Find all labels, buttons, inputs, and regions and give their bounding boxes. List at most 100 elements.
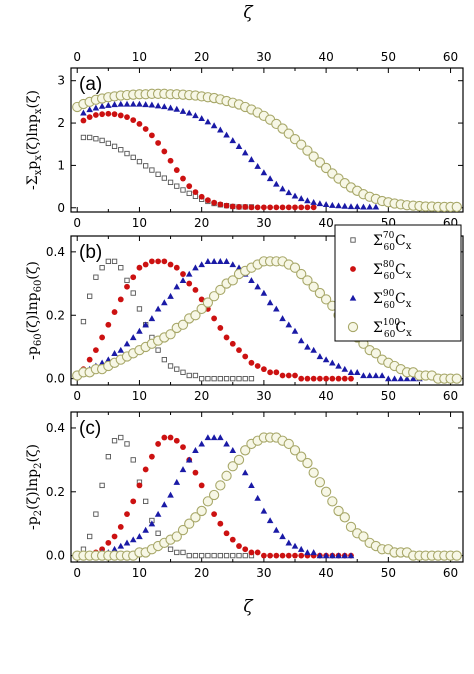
legend-subscript: 60: [384, 301, 396, 311]
panel-1-xtick-label: 0: [73, 389, 81, 403]
panel-2-label: (c): [79, 418, 101, 439]
panel-1-s80-point: [279, 372, 286, 379]
panel-0-s90-point: [372, 203, 380, 210]
panel-2-s70-point: [93, 511, 99, 517]
panel-0-ylabel: -Σxpx(ζ)lnpx(ζ): [25, 90, 44, 190]
panel-2-s80-point: [217, 520, 224, 527]
panel-2-s100-point: [320, 486, 332, 497]
legend-superscript: 90: [383, 289, 395, 299]
panel-2-s90-point: [217, 434, 224, 441]
panel-1-s90-point: [366, 372, 373, 379]
panel-2-s90-point: [316, 552, 324, 559]
panel-0-s90-point: [217, 126, 224, 133]
panel-1-frame: [70, 235, 464, 386]
panel-1-s70-point: [180, 369, 186, 375]
panel-2-s90-point: [260, 507, 268, 514]
panel-2-s80-point: [111, 533, 118, 540]
legend-marker-80: [350, 266, 356, 272]
panel-2-s90-point: [254, 494, 261, 501]
panel-0-s80-point: [180, 175, 186, 182]
panel-1-s70-point: [93, 274, 99, 280]
panel-0-frame: [70, 67, 464, 213]
panel-2-s80-point: [223, 530, 230, 537]
panel-1-s90-point: [316, 353, 324, 360]
panel-2-s100-point: [289, 445, 301, 456]
panel-1-ytick-label: 0.0: [46, 372, 65, 386]
panel-1-s100-point: [208, 291, 220, 302]
panel-0-s80-point: [298, 204, 305, 211]
legend-c: C: [395, 262, 406, 278]
panel-2-s80-point: [273, 552, 280, 559]
panel-1-s90-point: [273, 305, 280, 312]
ylabel-text: (ζ): [25, 261, 41, 280]
panel-2-s70-point: [99, 482, 105, 489]
panel-2-s70-point: [111, 438, 118, 444]
panel-0-s70-point: [186, 190, 192, 197]
legend-subscript: 60: [384, 330, 396, 340]
panel-2-xtick-label: 10: [132, 566, 147, 580]
panel-0-s90-point: [260, 169, 268, 176]
panel-2-s80-point: [229, 536, 236, 543]
ylabel-subscript: x: [33, 108, 44, 114]
legend-c: C: [395, 291, 406, 307]
panel-1-s80-point: [285, 372, 292, 379]
panel-0-s90-point: [192, 112, 199, 119]
panel-1-s90-point: [129, 334, 137, 341]
panel-1-s80-point: [186, 280, 193, 287]
panel-2-s100-point: [358, 531, 369, 542]
panel-1-xtick-label: 20: [194, 389, 209, 403]
panel-0-s90-point: [248, 156, 255, 163]
panel-0-ytick-label: 3: [57, 74, 65, 88]
bottom-axis-label: ζ: [243, 597, 254, 617]
panel-0-s80-point: [80, 117, 87, 124]
panel-2-s100-point: [308, 467, 319, 478]
panel-2-s80-point: [161, 434, 168, 441]
panel-1-s70-point: [87, 293, 93, 299]
panel-1-s90-point: [266, 299, 274, 306]
panel-0-s90-point: [266, 175, 274, 182]
ylabel-subscript: x: [33, 169, 44, 175]
panel-1-s80-point: [92, 347, 99, 354]
panel-1-s80-point: [329, 375, 336, 382]
panel-2-s90-point: [129, 536, 137, 543]
panel-0-s90-point: [291, 192, 299, 199]
panel-0-ytick-label: 2: [57, 116, 65, 130]
panel-0-s80-point: [267, 204, 274, 211]
panel-1-s70-point: [161, 356, 167, 363]
legend-superscript: 80: [383, 260, 395, 270]
panel-1-s80-point: [124, 283, 130, 290]
panel-1-s90-point: [223, 258, 230, 265]
panel-1-s90-point: [198, 261, 205, 268]
panel-0-top-xtick-label: 20: [194, 50, 209, 64]
panel-0-s90-point: [316, 200, 324, 207]
panel-2-s80-point: [124, 511, 130, 518]
panel-1-s80-point: [192, 286, 199, 293]
panel-2-s80-point: [267, 552, 274, 559]
panel-2-s80-point: [254, 549, 261, 556]
panel-0-s90-point: [279, 185, 286, 192]
panel-2-s70-point: [105, 454, 111, 460]
legend-marker-100: [347, 321, 359, 333]
panel-0-s80-point: [186, 183, 193, 190]
panel-0-s90-point: [210, 122, 218, 129]
panel-1-s80-point: [267, 369, 274, 376]
panel-1-s80-point: [161, 258, 168, 265]
panel-1-s80-point: [180, 271, 186, 277]
panel-1-s80-point: [223, 334, 230, 341]
panel-1-s100-point: [227, 275, 238, 286]
panel-0-s90-point: [341, 202, 349, 209]
panel-1-ytick-label: 0.2: [46, 308, 65, 322]
panel-1-s70-point: [111, 258, 118, 265]
panel-0-s90-point: [254, 162, 261, 169]
ylabel-text: (ζ)lnp: [25, 114, 41, 155]
panel-0-s80-point: [304, 204, 311, 211]
panel-1-s70-point: [199, 376, 205, 382]
panel-1-s90-point: [304, 343, 311, 350]
panel-0-s80-point: [273, 204, 280, 211]
panel-2-s90-point: [304, 549, 311, 556]
ylabel-text: -p: [25, 516, 41, 530]
panel-0-s90-point: [329, 201, 336, 208]
panel-1-s80-point: [242, 353, 249, 360]
panel-2-s90-point: [179, 466, 187, 473]
panel-0-s90-point: [123, 100, 131, 107]
